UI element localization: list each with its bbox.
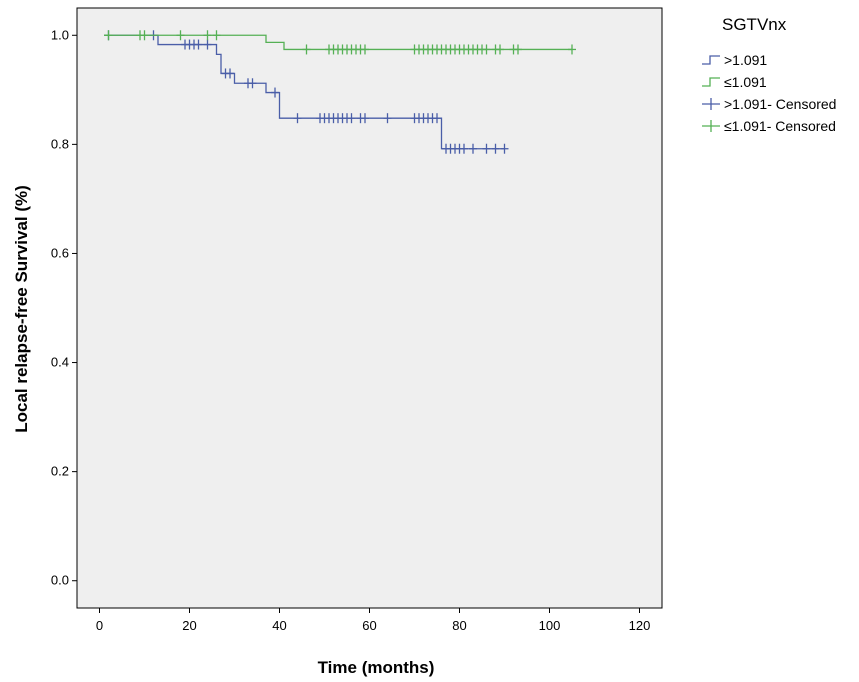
censor-mark	[203, 30, 212, 41]
x-tick-label: 60	[362, 618, 376, 633]
censor-mark	[383, 113, 392, 124]
y-tick-label: 0.0	[51, 573, 69, 588]
legend-entry: ≤1.091- Censored	[702, 118, 836, 134]
x-tick-label: 20	[182, 618, 196, 633]
censor-mark	[482, 143, 491, 154]
y-tick-label: 1.0	[51, 27, 69, 42]
censor-mark	[496, 44, 504, 55]
y-tick-label: 0.8	[51, 136, 69, 151]
censor-mark	[293, 113, 302, 124]
censor-mark	[514, 44, 522, 55]
censor-mark	[361, 113, 369, 124]
x-tick-label: 100	[539, 618, 561, 633]
x-tick-label: 40	[272, 618, 286, 633]
legend-entry: ≤1.091	[702, 74, 767, 90]
y-tick-label: 0.6	[51, 245, 69, 260]
y-tick-label: 0.2	[51, 464, 69, 479]
plot-area	[76, 7, 663, 609]
y-tick-label: 0.4	[51, 355, 69, 370]
censor-mark	[271, 87, 279, 98]
censor-mark	[194, 39, 203, 50]
legend-label: >1.091- Censored	[724, 96, 836, 112]
x-axis-title: Time (months)	[318, 658, 435, 677]
censor-mark	[469, 143, 477, 154]
censor-mark	[491, 143, 500, 154]
censor-mark	[248, 78, 257, 89]
censor-mark	[482, 44, 491, 55]
legend-label: ≤1.091	[724, 74, 767, 90]
legend-swatch-line	[702, 55, 720, 65]
censor-mark	[347, 113, 356, 124]
x-tick-label: 80	[452, 618, 466, 633]
censor-mark	[203, 39, 212, 50]
censor-mark	[500, 143, 509, 154]
legend-label: >1.091	[724, 52, 767, 68]
legend-swatch-line	[702, 77, 720, 87]
censor-mark	[226, 68, 234, 79]
censor-mark	[361, 44, 369, 55]
y-axis: 0.0 0.2 0.4 0.6 0.8 1.0	[51, 27, 77, 588]
y-axis-title: Local relapse-free Survival (%)	[12, 185, 31, 433]
censor-mark	[433, 113, 441, 124]
censor-mark	[212, 30, 221, 41]
censor-mark	[568, 44, 576, 55]
legend-title: SGTVnx	[722, 15, 787, 34]
censor-mark	[460, 143, 468, 154]
x-tick-label: 0	[96, 618, 103, 633]
legend: SGTVnx >1.091 ≤1.091 >1.091- Censored ≤1.09…	[702, 15, 836, 134]
legend-entry: >1.091	[702, 52, 767, 68]
series-line-2	[104, 34, 572, 51]
censor-mark	[176, 30, 185, 41]
x-axis: 0 20 40 60 80 100 120	[96, 608, 650, 633]
legend-label: ≤1.091- Censored	[724, 118, 836, 134]
series-layer	[104, 30, 576, 154]
legend-entry: >1.091- Censored	[702, 96, 836, 112]
x-tick-label: 120	[629, 618, 651, 633]
censor-mark	[104, 30, 113, 41]
censor-mark	[302, 44, 311, 55]
censor-mark	[140, 30, 149, 41]
